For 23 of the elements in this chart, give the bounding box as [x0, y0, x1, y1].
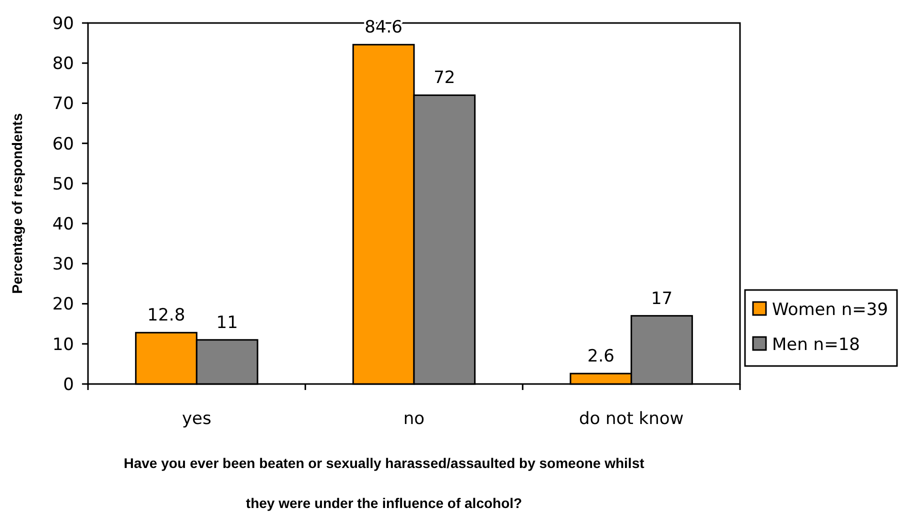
legend-label: Women n=39: [772, 300, 888, 320]
x-tick-label: no: [403, 409, 425, 429]
y-tick-label: 70: [52, 94, 74, 114]
y-axis-title: Percentage of respondents: [9, 113, 25, 294]
y-tick-label: 90: [52, 14, 74, 34]
x-tick-label: yes: [182, 409, 212, 429]
x-tick-label: do not know: [578, 409, 684, 429]
y-tick-label: 0: [63, 374, 74, 395]
y-tick-label: 30: [52, 254, 74, 275]
data-label: 72: [434, 68, 456, 88]
data-label: 11: [216, 312, 238, 333]
y-tick-label: 40: [52, 214, 74, 235]
data-label: 12.8: [147, 306, 186, 326]
y-tick-label: 50: [52, 174, 74, 194]
data-label: 17: [650, 288, 673, 309]
text: Have you ever been beaten or sexually harassed/assaulted by someone whilst they were under the influence of alcohol?: [124, 455, 644, 511]
y-tick-label: 80: [52, 54, 74, 74]
legend-label: Men n=18: [772, 334, 860, 355]
data-label: 84.6: [364, 18, 403, 38]
data-label: 2.6: [587, 346, 614, 367]
y-tick-label: 60: [52, 134, 74, 154]
y-tick-label: 10: [52, 334, 74, 355]
y-tick-label: 20: [52, 294, 74, 315]
